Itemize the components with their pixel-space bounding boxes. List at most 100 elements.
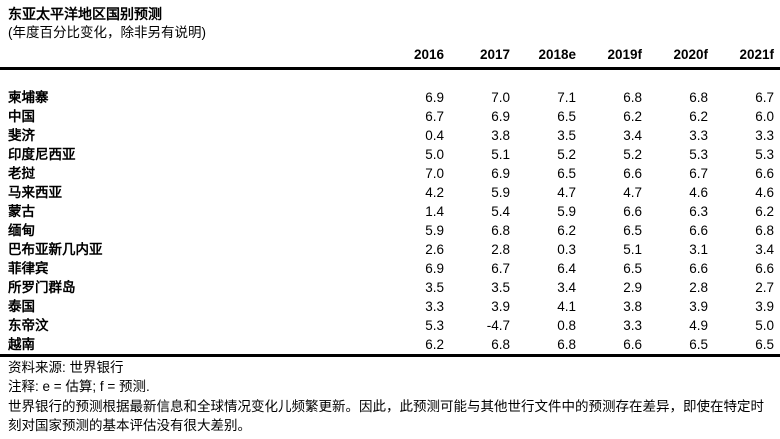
source-line: 资料来源: 世界银行 xyxy=(8,360,124,375)
forecast-value: 4.2 xyxy=(425,185,444,200)
forecast-value: 6.7 xyxy=(689,166,708,181)
country-name: 斐济 xyxy=(8,128,35,143)
forecast-value: 6.4 xyxy=(557,261,576,276)
forecast-value: 5.3 xyxy=(689,147,708,162)
country-name: 泰国 xyxy=(8,299,35,314)
forecast-value: 6.9 xyxy=(491,109,510,124)
table-row: 蒙古 1.4 5.4 5.9 6.6 6.3 6.2 xyxy=(0,202,780,221)
forecast-value: 4.7 xyxy=(557,185,576,200)
forecast-value: 5.2 xyxy=(623,147,642,162)
country-name: 印度尼西亚 xyxy=(8,147,76,162)
forecast-value: 6.6 xyxy=(689,261,708,276)
forecast-value: 6.6 xyxy=(623,337,642,352)
table-row: 缅甸 5.9 6.8 6.2 6.5 6.6 6.8 xyxy=(0,221,780,240)
forecast-value: 6.5 xyxy=(689,337,708,352)
table-header: 2016 2017 2018e 2019f 2020f 2021f xyxy=(0,47,780,69)
forecast-value: 6.7 xyxy=(755,90,774,105)
table-row: 印度尼西亚 5.0 5.1 5.2 5.2 5.3 5.3 xyxy=(0,145,780,164)
forecast-value: 5.1 xyxy=(623,242,642,257)
forecast-value: 6.6 xyxy=(755,261,774,276)
forecast-value: 6.2 xyxy=(755,204,774,219)
year-column-header-2018e: 2018e xyxy=(538,47,576,62)
table-row: 所罗门群岛 3.5 3.5 3.4 2.9 2.8 2.7 xyxy=(0,278,780,297)
forecast-value: 4.6 xyxy=(689,185,708,200)
forecast-value: 5.9 xyxy=(491,185,510,200)
forecast-value: 3.3 xyxy=(755,128,774,143)
forecast-value: 3.3 xyxy=(623,318,642,333)
forecast-value: 2.6 xyxy=(425,242,444,257)
forecast-value: 3.9 xyxy=(755,299,774,314)
forecast-value: 5.3 xyxy=(425,318,444,333)
forecast-value: 6.9 xyxy=(491,166,510,181)
table-row: 中国 6.7 6.9 6.5 6.2 6.2 6.0 xyxy=(0,107,780,126)
forecast-value: 0.3 xyxy=(557,242,576,257)
forecast-value: 3.5 xyxy=(557,128,576,143)
country-name: 巴布亚新几内亚 xyxy=(8,242,103,257)
forecast-value: 2.9 xyxy=(623,280,642,295)
forecast-value: 3.9 xyxy=(491,299,510,314)
page-subtitle: (年度百分比变化，除非另有说明) xyxy=(8,25,206,40)
forecast-value: 7.0 xyxy=(425,166,444,181)
forecast-value: 5.3 xyxy=(755,147,774,162)
table-row: 老挝 7.0 6.9 6.5 6.6 6.7 6.6 xyxy=(0,164,780,183)
note-line: 注释: e = 估算; f = 预测. xyxy=(8,378,150,394)
country-column-header xyxy=(0,47,378,69)
forecast-value: 6.2 xyxy=(557,223,576,238)
country-name: 所罗门群岛 xyxy=(8,280,76,295)
country-name: 柬埔寨 xyxy=(8,90,49,105)
forecast-value: 1.4 xyxy=(425,204,444,219)
forecast-value: 6.8 xyxy=(755,223,774,238)
forecast-value: 6.8 xyxy=(557,337,576,352)
year-column-header-2016: 2016 xyxy=(413,47,444,62)
forecast-value: 3.9 xyxy=(689,299,708,314)
forecast-value: 6.0 xyxy=(755,109,774,124)
table-row: 巴布亚新几内亚 2.6 2.8 0.3 5.1 3.1 3.4 xyxy=(0,240,780,259)
forecast-value: 4.1 xyxy=(557,299,576,314)
forecast-value: 5.2 xyxy=(557,147,576,162)
forecast-value: 3.8 xyxy=(491,128,510,143)
forecast-value: 6.5 xyxy=(557,166,576,181)
forecast-value: 6.5 xyxy=(755,337,774,352)
country-name: 菲律宾 xyxy=(8,261,49,276)
country-name: 老挝 xyxy=(8,166,35,181)
forecast-value: 6.2 xyxy=(623,109,642,124)
forecast-value: 3.3 xyxy=(425,299,444,314)
forecast-value: 5.9 xyxy=(557,204,576,219)
forecast-value: 3.1 xyxy=(689,242,708,257)
forecast-value: 7.0 xyxy=(491,90,510,105)
year-column-header-2021f: 2021f xyxy=(739,47,774,62)
forecast-value: 3.3 xyxy=(689,128,708,143)
country-name: 缅甸 xyxy=(8,223,35,238)
forecast-value: 6.6 xyxy=(623,204,642,219)
table-footer: 资料来源: 世界银行 注释: e = 估算; f = 预测. 世界银行的预测根据… xyxy=(0,357,780,435)
forecast-value: 3.4 xyxy=(755,242,774,257)
forecast-value: 4.7 xyxy=(623,185,642,200)
forecast-value: 6.6 xyxy=(755,166,774,181)
year-column-header-2017: 2017 xyxy=(479,47,510,62)
forecast-value: 7.1 xyxy=(557,90,576,105)
forecast-value: 6.8 xyxy=(689,90,708,105)
forecast-value: 2.7 xyxy=(755,280,774,295)
country-name: 东帝汶 xyxy=(8,318,49,333)
forecast-value: 5.9 xyxy=(425,223,444,238)
forecast-value: 3.4 xyxy=(623,128,642,143)
table-row: 越南 6.2 6.8 6.8 6.6 6.5 6.5 xyxy=(0,335,780,356)
country-name: 蒙古 xyxy=(8,204,35,219)
forecast-value: 6.9 xyxy=(425,261,444,276)
forecast-value: 6.8 xyxy=(491,337,510,352)
table-header-row: 2016 2017 2018e 2019f 2020f 2021f xyxy=(0,47,780,69)
forecast-value: 6.7 xyxy=(491,261,510,276)
country-name: 中国 xyxy=(8,109,35,124)
forecast-value: 6.8 xyxy=(623,90,642,105)
table-row: 柬埔寨 6.9 7.0 7.1 6.8 6.8 6.7 xyxy=(0,69,780,108)
forecast-value: 6.3 xyxy=(689,204,708,219)
table-body: 柬埔寨 6.9 7.0 7.1 6.8 6.8 6.7 中国 6.7 6.9 6… xyxy=(0,69,780,356)
forecast-value: 0.8 xyxy=(557,318,576,333)
forecast-value: 3.8 xyxy=(623,299,642,314)
forecast-value: 6.5 xyxy=(623,223,642,238)
table-row: 菲律宾 6.9 6.7 6.4 6.5 6.6 6.6 xyxy=(0,259,780,278)
table-row: 马来西亚 4.2 5.9 4.7 4.7 4.6 4.6 xyxy=(0,183,780,202)
forecast-value: 4.6 xyxy=(755,185,774,200)
forecast-value: 6.2 xyxy=(689,109,708,124)
